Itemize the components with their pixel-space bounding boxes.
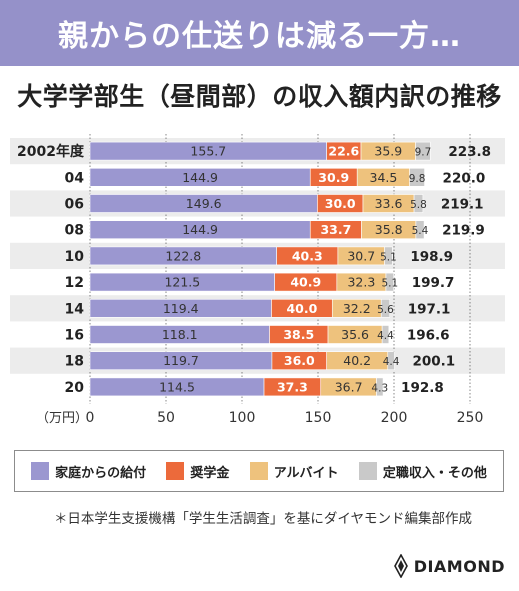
total-label: 197.1 [408,301,451,317]
legend-item: 奨学金 [166,462,229,481]
data-label: 144.9 [182,222,218,237]
legend-label: 家庭からの給付 [55,465,147,481]
bar-segment [415,220,425,239]
data-label: 36.7 [335,379,363,394]
bar-segment [409,168,425,187]
data-label: 40.2 [343,353,371,368]
data-label: 35.6 [341,327,369,342]
chart-subtitle: 大学学部生（昼間部）の収入額内訳の推移 [17,82,502,111]
legend-label: アルバイト [273,465,339,481]
data-label: 155.7 [190,144,226,159]
data-label: 37.3 [277,379,308,394]
data-label: 9.7 [415,147,432,159]
stacked-bar-chart: 2002年度 155.7 22.6 35.9 9.7 223.8 04 144.9 30.9 34… [10,134,505,426]
legend-item: 定職収入・その他 [358,462,487,481]
category-label: 06 [65,197,84,213]
total-label: 198.9 [410,249,453,265]
data-label: 118.1 [162,327,198,342]
total-label: 219.1 [441,197,484,213]
bar-segment [381,325,390,344]
data-label: 149.6 [186,196,222,211]
total-label: 219.9 [442,223,485,239]
bar-segment [413,194,424,213]
legend-swatch [249,462,268,480]
total-label: 199.7 [412,275,455,291]
data-label: 4.3 [371,382,388,394]
x-tick-label: 250 [457,410,484,426]
x-tick-label: 100 [229,410,256,426]
category-label: 10 [65,249,85,265]
x-tick-label: 0 [86,410,95,426]
legend-label: 定職収入・その他 [382,465,487,481]
category-label: 16 [65,328,84,344]
data-label: 33.7 [320,222,351,237]
data-label: 36.0 [284,353,315,368]
data-label: 40.3 [292,248,323,263]
data-label: 5.4 [412,225,429,237]
data-label: 119.4 [163,301,199,316]
legend-swatch [358,462,377,480]
total-label: 220.0 [443,170,486,186]
data-label: 35.8 [375,222,403,237]
x-tick-label: 150 [305,410,332,426]
data-label: 22.6 [328,144,359,159]
category-label: 04 [65,170,85,186]
category-label: 18 [65,354,84,370]
data-label: 40.0 [286,301,317,316]
data-label: 5.6 [377,304,394,316]
data-label: 9.8 [409,173,426,185]
bar-segment [380,298,391,318]
legend-label: 奨学金 [190,465,230,481]
category-label: 20 [65,380,85,396]
banner-title: 親からの仕送りは減る一方… [58,19,461,54]
bar-segment [387,351,395,371]
x-tick-label: 50 [157,410,175,426]
total-label: 192.8 [401,380,444,396]
legend-swatch [166,462,185,480]
chart-legend: 家庭からの給付 奨学金 アルバイト 定職収入・その他 [14,450,504,492]
bar-segment [385,272,394,292]
category-label: 14 [65,301,85,317]
data-label: 32.2 [343,301,371,316]
data-label: 121.5 [164,275,200,290]
x-tick-label: 200 [381,410,408,426]
x-axis-unit: （万円） [36,411,88,426]
data-label: 122.8 [165,248,201,263]
total-label: 196.6 [407,328,450,344]
legend-item: 家庭からの給付 [31,462,146,481]
source-note: ＊日本学生支援機構「学生生活調査」を基にダイヤモンド編集部作成 [53,511,473,527]
bar-segment [384,246,393,266]
brand-logo: DIAMOND [393,554,505,578]
category-label: 08 [65,223,84,239]
data-label: 32.3 [347,275,375,290]
data-label: 40.9 [290,275,321,290]
data-label: 30.9 [318,170,349,185]
data-label: 34.5 [370,170,398,185]
total-label: 200.1 [412,354,455,370]
bar-segment [376,377,384,397]
data-label: 30.0 [325,196,356,211]
data-label: 38.5 [283,327,314,342]
category-label: 12 [65,275,84,291]
data-label: 33.6 [375,196,403,211]
total-label: 223.8 [448,144,491,160]
data-label: 35.9 [374,144,402,159]
data-label: 5.8 [410,199,427,211]
data-label: 119.7 [163,353,199,368]
legend-item: アルバイト [249,462,339,481]
category-label: 2002年度 [17,143,85,160]
legend-swatch [31,462,50,480]
brand-name: DIAMOND [413,556,505,576]
data-label: 30.7 [347,248,375,263]
diamond-icon [393,554,408,578]
data-label: 5.1 [380,251,397,263]
data-label: 4.4 [377,330,394,342]
data-label: 4.4 [383,356,400,368]
title-banner: 親からの仕送りは減る一方… [0,0,519,66]
bar-segment [415,141,431,161]
data-label: 114.5 [159,379,195,394]
data-label: 144.9 [182,170,218,185]
data-label: 5.1 [381,278,398,290]
